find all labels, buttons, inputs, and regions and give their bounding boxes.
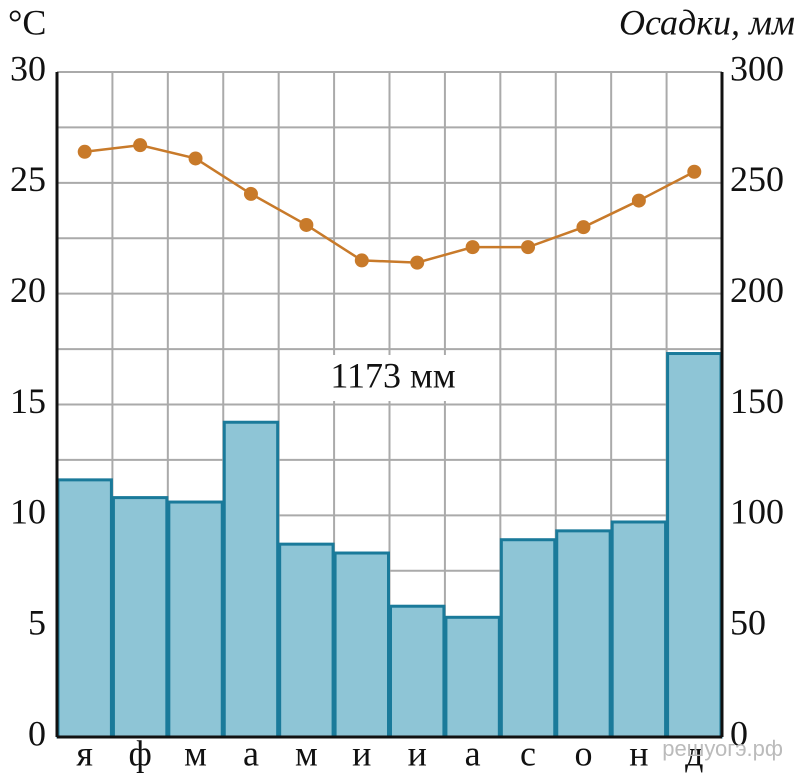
x-tick-label: м [295,733,318,773]
temperature-point [687,164,702,179]
x-tick-label: ф [128,733,151,773]
precipitation-bar [499,538,557,739]
y-tick-label: 15 [10,381,46,421]
x-tick-label: и [352,733,371,773]
x-tick-label: с [520,733,536,773]
precipitation-bar [666,352,723,739]
temperature-point [410,255,425,270]
annotation: 1173 мм [330,355,455,395]
precipitation-bar [389,604,446,739]
precipitation-bar [444,615,501,739]
annotation-bg [322,355,467,401]
y2-tick-label: 50 [730,602,766,642]
y-tick-label: 5 [28,602,46,642]
precipitation-bar [167,500,224,739]
x-tick-label: д [685,733,703,773]
temperature-point [465,240,480,255]
precipitation-bar [610,520,668,739]
y-tick-label: 25 [10,159,46,199]
temperature-point [188,151,203,166]
y-axis-label: °C [8,2,46,42]
precipitation-bar [111,496,169,739]
x-tick-label: а [465,733,481,773]
y2-tick-label: 250 [730,159,784,199]
watermark: решуогэ.рф [662,736,783,761]
precipitation-bar [333,551,391,739]
x-tick-label: о [574,733,592,773]
precipitation-bar [222,420,280,739]
y2-tick-label: 100 [730,492,784,532]
y2-tick-label: 300 [730,48,784,88]
y-tick-label: 20 [10,270,46,310]
temperature-point [77,144,92,159]
y2-tick-label: 0 [730,713,748,753]
temperature-point [354,253,369,268]
precipitation-bar [555,529,612,739]
y-tick-label: 0 [28,713,46,753]
y-tick-label: 10 [10,492,46,532]
x-tick-label: а [243,733,259,773]
y2-axis-label: Осадки, мм [619,2,795,42]
temperature-line [84,143,695,264]
precipitation-bar [56,478,113,739]
x-tick-label: н [629,733,648,773]
precipitation-bar [278,542,335,739]
temperature-point [521,240,536,255]
x-tick-label: я [76,733,93,773]
temperature-point [631,193,646,208]
temperature-point [243,186,258,201]
temperature-point [299,217,314,232]
temperature-point [576,220,591,235]
y-tick-label: 30 [10,48,46,88]
temperature-point [133,138,148,153]
x-tick-label: м [184,733,207,773]
y2-tick-label: 200 [730,270,784,310]
y2-tick-label: 150 [730,381,784,421]
x-tick-label: и [408,733,427,773]
